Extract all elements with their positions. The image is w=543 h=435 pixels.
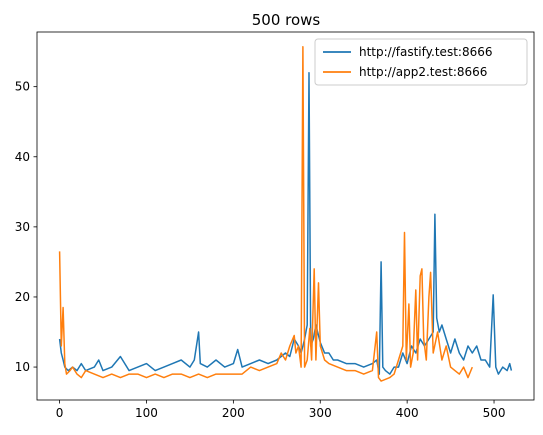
x-tick-label: 300 <box>309 406 332 420</box>
legend-label-1: http://fastify.test:8666 <box>359 45 492 59</box>
x-tick-label: 400 <box>396 406 419 420</box>
legend: http://fastify.test:8666 http://app2.test… <box>314 38 528 86</box>
y-tick-label: 10 <box>15 360 30 374</box>
axes-layer: 0 100 200 300 400 500 10 20 30 40 50 <box>15 31 535 420</box>
y-tick-label: 40 <box>15 150 30 164</box>
x-tick-label: 500 <box>483 406 506 420</box>
series-line-1 <box>58 71 513 375</box>
y-tick-label: 30 <box>15 220 30 234</box>
plot-area <box>37 32 534 400</box>
x-tick-label: 0 <box>56 406 64 420</box>
series-layer <box>58 45 513 382</box>
y-tick-label: 20 <box>15 290 30 304</box>
axes-frame <box>36 31 535 401</box>
legend-box <box>314 38 528 86</box>
series-line-2 <box>58 45 473 382</box>
legend-label-2: http://app2.test:8666 <box>359 65 487 79</box>
y-tick-label: 50 <box>15 80 30 94</box>
chart-title: 500 rows <box>252 11 321 29</box>
x-tick-label: 100 <box>135 406 158 420</box>
x-tick-label: 200 <box>222 406 245 420</box>
